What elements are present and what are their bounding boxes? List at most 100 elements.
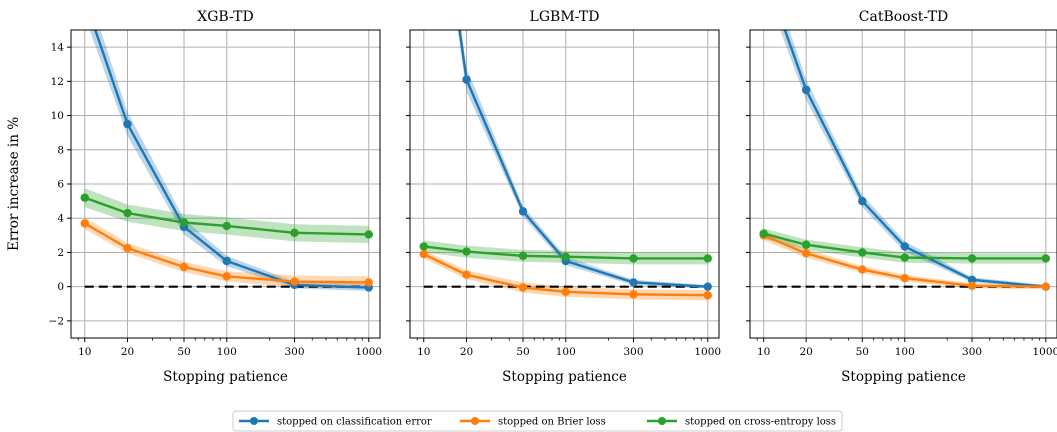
data-point xyxy=(900,253,909,262)
data-point xyxy=(801,85,811,95)
y-tick-label: −2 xyxy=(49,315,64,327)
data-point xyxy=(222,256,231,266)
data-point xyxy=(419,249,428,259)
data-point xyxy=(703,282,712,291)
data-point xyxy=(967,275,977,285)
x-axis-label: Stopping patience xyxy=(502,369,627,385)
data-point xyxy=(364,278,373,287)
plot-area xyxy=(419,30,712,301)
y-tick-label: 0 xyxy=(57,281,64,293)
x-axis-label: Stopping patience xyxy=(163,369,288,385)
subplot-2: 10 20 50 100 300 1000 LGBM-TD Stopping patience xyxy=(406,9,721,385)
series-line-1 xyxy=(94,30,369,289)
x-tick-label: 300 xyxy=(284,346,304,358)
series-line-2 xyxy=(84,222,369,284)
series-line-3 xyxy=(763,232,1046,260)
x-tick-label: 10 xyxy=(78,346,91,358)
x-tick-label: 1000 xyxy=(355,346,382,358)
y-tick-label: 2 xyxy=(57,247,64,259)
series-line-2 xyxy=(763,234,1046,288)
x-tick-label: 100 xyxy=(217,346,237,358)
subplot-1: 10 20 50 100 300 1000 −2 0 2 4 6 8 10 12 14 XGB-TD Stopp… xyxy=(6,0,382,385)
data-point xyxy=(179,218,189,227)
legend-marker-3 xyxy=(658,417,666,425)
data-point xyxy=(80,219,89,228)
data-point xyxy=(81,0,89,3)
data-point xyxy=(858,196,867,206)
data-point xyxy=(801,240,811,249)
data-point xyxy=(123,119,132,129)
x-tick-label: 50 xyxy=(856,346,869,358)
data-point xyxy=(703,291,712,300)
x-tick-label: 20 xyxy=(799,346,812,358)
x-tick-label: 300 xyxy=(962,346,982,358)
subplot-title: CatBoost-TD xyxy=(859,9,948,25)
x-tick-label: 100 xyxy=(556,346,576,358)
data-point xyxy=(419,242,428,251)
data-point xyxy=(1041,254,1051,263)
x-tick-label: 100 xyxy=(895,346,915,358)
x-tick-label: 10 xyxy=(757,346,770,358)
data-point xyxy=(123,208,132,218)
x-tick-label: 300 xyxy=(623,346,643,358)
data-point xyxy=(462,270,471,279)
y-tick-label: 4 xyxy=(57,213,64,225)
data-point xyxy=(967,254,977,263)
x-tick-label: 20 xyxy=(121,346,134,358)
legend: stopped on classification error stopped o… xyxy=(232,410,843,432)
x-tick-label: 10 xyxy=(417,346,430,358)
y-tick-label: 14 xyxy=(51,42,65,54)
x-tick-label: 50 xyxy=(177,346,190,358)
y-tick-label: 10 xyxy=(51,110,64,122)
series-line-1 xyxy=(458,30,708,288)
data-point xyxy=(222,272,231,281)
confidence-band-1 xyxy=(89,30,369,291)
subplot-title: LGBM-TD xyxy=(530,9,600,25)
data-point xyxy=(364,230,373,239)
x-tick-label: 20 xyxy=(460,346,473,358)
data-point xyxy=(967,281,977,291)
data-point xyxy=(629,290,638,299)
x-axis-label: Stopping patience xyxy=(841,369,966,385)
data-point xyxy=(123,243,132,253)
y-tick-label: 6 xyxy=(57,179,64,191)
legend-marker-1 xyxy=(250,417,258,425)
series-line-3 xyxy=(84,196,369,236)
data-point xyxy=(80,193,89,202)
x-tick-label: 1000 xyxy=(694,346,721,358)
data-point xyxy=(462,247,471,256)
data-point xyxy=(561,287,570,296)
data-point xyxy=(222,221,231,231)
data-point xyxy=(1041,282,1051,291)
subplot-3: 10 20 50 100 300 1000 CatBoost-TD Stopping pati… xyxy=(746,9,1057,385)
x-tick-label: 1000 xyxy=(1032,346,1057,358)
series-line-3 xyxy=(423,245,708,260)
plot-area xyxy=(759,30,1051,291)
data-point xyxy=(900,242,909,251)
data-point xyxy=(900,273,909,283)
legend-label-2: stopped on Brier loss xyxy=(498,417,606,428)
data-point xyxy=(179,262,189,272)
y-axis-label: Error increase in % xyxy=(6,117,22,251)
confidence-band-3 xyxy=(763,228,1046,264)
data-point xyxy=(462,75,471,84)
y-tick-label: 8 xyxy=(57,144,64,156)
data-point xyxy=(518,251,528,261)
data-point xyxy=(518,283,528,292)
series-line-1 xyxy=(783,30,1046,288)
data-point xyxy=(858,248,867,257)
data-point xyxy=(858,265,867,274)
subplot-title: XGB-TD xyxy=(197,9,254,25)
data-point xyxy=(629,278,638,287)
legend-label-3: stopped on cross-entropy loss xyxy=(685,417,836,428)
plot-area xyxy=(80,0,373,292)
data-point xyxy=(801,249,811,258)
data-point xyxy=(703,254,712,263)
legend-marker-2 xyxy=(471,417,479,425)
data-point xyxy=(561,252,570,261)
data-point xyxy=(629,254,638,263)
series-line-2 xyxy=(423,253,708,297)
x-tick-label: 50 xyxy=(516,346,529,358)
data-point xyxy=(290,228,299,237)
data-point xyxy=(290,277,299,286)
